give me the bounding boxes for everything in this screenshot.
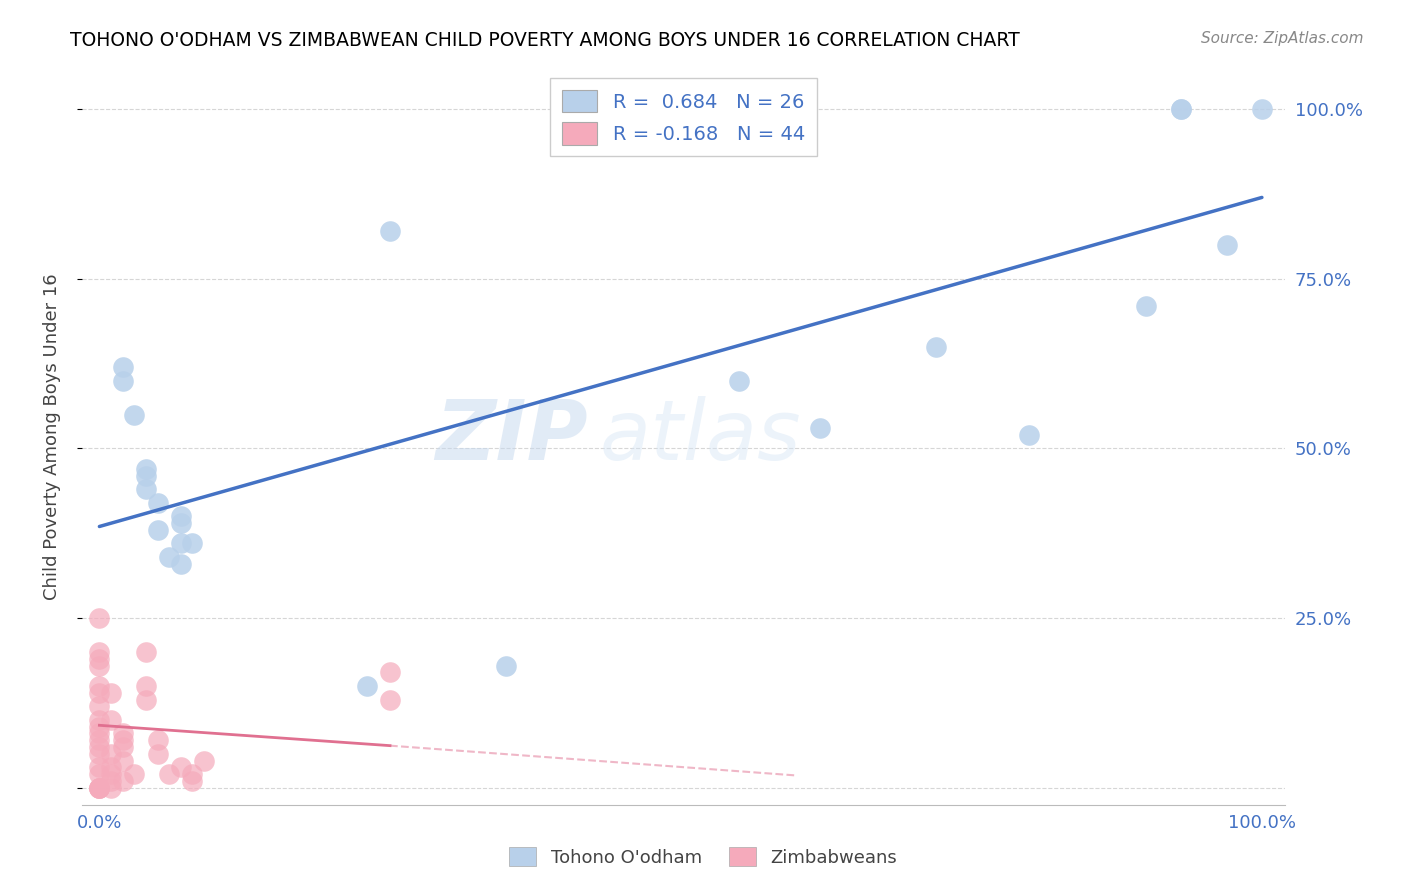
Point	[170, 557, 193, 571]
Point	[356, 679, 378, 693]
Legend: R =  0.684   N = 26, R = -0.168   N = 44: R = 0.684 N = 26, R = -0.168 N = 44	[551, 78, 817, 156]
Point	[111, 726, 134, 740]
Point	[100, 747, 122, 761]
Point	[146, 747, 169, 761]
Point	[1170, 102, 1192, 116]
Point	[1135, 299, 1157, 313]
Point	[808, 421, 831, 435]
Point	[89, 679, 111, 693]
Point	[89, 780, 111, 795]
Point	[89, 645, 111, 659]
Point	[181, 536, 204, 550]
Point	[111, 733, 134, 747]
Point	[100, 780, 122, 795]
Point	[100, 767, 122, 781]
Point	[146, 496, 169, 510]
Point	[925, 340, 948, 354]
Point	[100, 686, 122, 700]
Point	[111, 359, 134, 374]
Point	[170, 509, 193, 524]
Text: TOHONO O'ODHAM VS ZIMBABWEAN CHILD POVERTY AMONG BOYS UNDER 16 CORRELATION CHART: TOHONO O'ODHAM VS ZIMBABWEAN CHILD POVER…	[70, 31, 1019, 50]
Point	[181, 773, 204, 788]
Point	[135, 468, 157, 483]
Point	[111, 754, 134, 768]
Point	[1170, 102, 1192, 116]
Legend: Tohono O'odham, Zimbabweans: Tohono O'odham, Zimbabweans	[502, 840, 904, 874]
Y-axis label: Child Poverty Among Boys Under 16: Child Poverty Among Boys Under 16	[44, 273, 60, 600]
Point	[378, 665, 401, 680]
Point	[89, 652, 111, 666]
Point	[89, 780, 111, 795]
Point	[495, 658, 517, 673]
Point	[111, 773, 134, 788]
Point	[1251, 102, 1274, 116]
Point	[89, 720, 111, 734]
Point	[122, 767, 145, 781]
Text: atlas: atlas	[599, 396, 801, 477]
Point	[89, 611, 111, 625]
Point	[170, 516, 193, 530]
Point	[157, 549, 180, 564]
Point	[122, 408, 145, 422]
Point	[89, 747, 111, 761]
Point	[193, 754, 215, 768]
Point	[378, 224, 401, 238]
Point	[100, 713, 122, 727]
Text: ZIP: ZIP	[434, 396, 588, 477]
Point	[89, 658, 111, 673]
Point	[89, 686, 111, 700]
Point	[135, 679, 157, 693]
Point	[89, 767, 111, 781]
Point	[89, 726, 111, 740]
Point	[89, 699, 111, 714]
Point	[89, 760, 111, 774]
Point	[89, 780, 111, 795]
Point	[89, 733, 111, 747]
Point	[89, 713, 111, 727]
Point	[170, 536, 193, 550]
Point	[727, 374, 749, 388]
Point	[1216, 238, 1239, 252]
Point	[111, 739, 134, 754]
Point	[181, 767, 204, 781]
Point	[146, 733, 169, 747]
Point	[378, 692, 401, 706]
Point	[135, 692, 157, 706]
Point	[135, 645, 157, 659]
Point	[157, 767, 180, 781]
Point	[170, 760, 193, 774]
Point	[146, 523, 169, 537]
Point	[100, 760, 122, 774]
Point	[89, 780, 111, 795]
Point	[1018, 428, 1040, 442]
Point	[111, 374, 134, 388]
Text: Source: ZipAtlas.com: Source: ZipAtlas.com	[1201, 31, 1364, 46]
Point	[135, 482, 157, 496]
Point	[135, 462, 157, 476]
Point	[100, 773, 122, 788]
Point	[89, 739, 111, 754]
